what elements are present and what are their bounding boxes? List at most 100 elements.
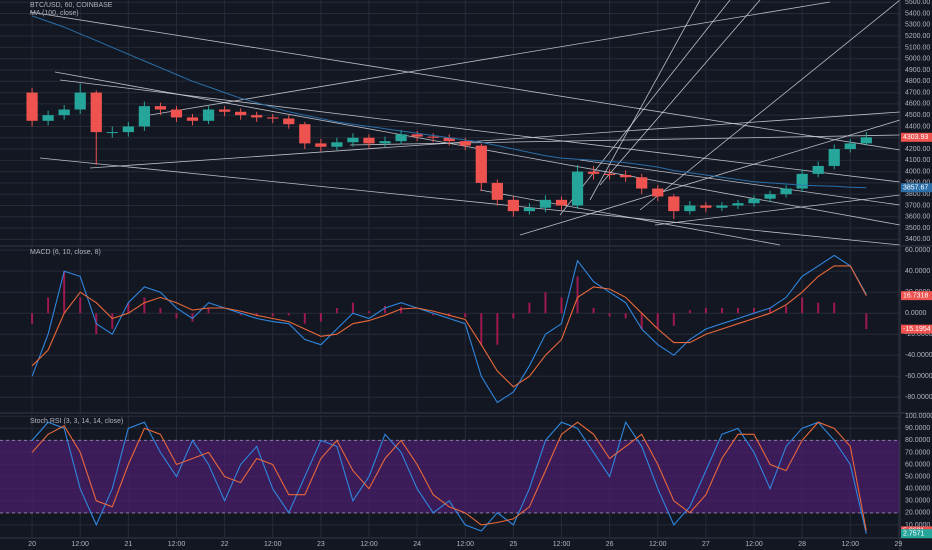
candle-body (106, 132, 118, 134)
histogram-bar (303, 313, 306, 324)
candle-body (571, 171, 584, 206)
trend-line (149, 1, 831, 116)
y-tick-label: -20.0000 (905, 331, 932, 338)
price-marker-label: -15.1954 (903, 326, 931, 333)
y-tick-label: 4500.00 (905, 112, 930, 119)
x-tick-label: 12:00 (360, 541, 378, 548)
x-tick-label: 27 (702, 541, 710, 548)
chart-title: BTC/USD, 60, COINBASE (30, 2, 113, 9)
trend-line (599, 0, 761, 186)
histogram-bar (480, 313, 483, 345)
y-tick-label: 30.0000 (905, 498, 930, 505)
indicator-line (31, 420, 867, 534)
candle-body (796, 173, 808, 189)
trend-line (59, 79, 901, 183)
price-marker (901, 183, 932, 193)
x-tick-label: 12:00 (456, 541, 474, 548)
ma-line (31, 15, 867, 189)
y-tick-label: 60.0000 (905, 247, 930, 254)
x-tick-label: 21 (124, 541, 132, 548)
trend-line (479, 189, 781, 246)
candle-body (267, 117, 279, 119)
candle-body (202, 109, 215, 121)
candle-body (828, 149, 840, 166)
histogram-bar (496, 313, 499, 345)
histogram-bar (528, 302, 531, 314)
y-tick-label: 0.0000 (905, 310, 927, 317)
stoch-title: Stoch RSI (3, 3, 14, 14, close) (30, 418, 123, 425)
histogram-bar (688, 310, 691, 314)
trend-line (579, 159, 901, 206)
y-tick-label: 4100.00 (905, 157, 930, 164)
band-fill (0, 440, 900, 513)
indicator-line (31, 421, 867, 532)
histogram-bar (31, 313, 34, 324)
y-tick-label: 20.0000 (905, 510, 930, 517)
histogram-bar (400, 306, 403, 314)
x-tick-label: 29 (894, 541, 902, 548)
candle-body (42, 115, 54, 121)
candle-body (587, 171, 600, 174)
candle-body (90, 92, 102, 133)
price-marker-label: 4303.93 (903, 134, 928, 141)
candle-body (122, 126, 134, 133)
y-tick-label: 60.0000 (905, 461, 930, 468)
y-tick-label: 4400.00 (905, 123, 930, 130)
y-tick-label: 3700.00 (905, 202, 930, 209)
histogram-bar (335, 307, 338, 314)
candle-body (411, 134, 423, 137)
axes: 20 12:00 21 12:00 22 12:00 23 12:00 24 12:00 25 12:… (28, 0, 932, 548)
bands (0, 439, 900, 514)
histogram-bar (512, 313, 515, 319)
x-tick-label: 12:00 (168, 541, 186, 548)
candle-body (780, 188, 792, 195)
histogram-bar (159, 307, 162, 314)
x-tick-label: 28 (798, 541, 806, 548)
y-tick-label: 5400.00 (905, 10, 930, 17)
candle-body (523, 207, 536, 212)
histogram-bar (143, 297, 146, 314)
candle-body (732, 203, 744, 206)
trend-line (39, 157, 901, 246)
plots (26, 15, 872, 534)
candle-body (138, 106, 150, 127)
y-tick-label: 4000.00 (905, 168, 930, 175)
histogram-bar (63, 271, 66, 314)
histogram-bar (736, 307, 739, 314)
trend-line (589, 0, 701, 201)
candle-body (331, 142, 343, 147)
histogram-bar (47, 297, 50, 314)
x-tick-label: 12:00 (71, 541, 89, 548)
x-tick-label: 12:00 (553, 541, 571, 548)
trend-line (519, 119, 901, 236)
candle-body (58, 109, 70, 116)
histogram-bar (817, 302, 820, 314)
y-tick-label: 5100.00 (905, 44, 930, 51)
candle-body (620, 175, 632, 178)
x-tick-label: 12:00 (842, 541, 860, 548)
histogram-bar (271, 313, 274, 317)
x-tick-label: 20 (28, 541, 36, 548)
y-tick-label: 4700.00 (905, 89, 930, 96)
candle-body (860, 137, 872, 144)
histogram-bar (672, 313, 675, 326)
candle-body (395, 134, 407, 142)
drawings (29, 0, 901, 246)
y-tick-label: -80.0000 (905, 394, 932, 401)
histogram-bar (753, 307, 756, 314)
y-tick-label: 4600.00 (905, 101, 930, 108)
price-marker (901, 132, 932, 142)
candle-body (186, 117, 199, 121)
candle-body (459, 141, 471, 146)
candle-body (363, 137, 375, 144)
histogram-bar (191, 313, 194, 322)
histogram-bar (239, 313, 242, 316)
y-tick-label: 10.0000 (905, 522, 930, 529)
y-tick-label: 3400.00 (905, 236, 930, 243)
trend-line (29, 11, 901, 151)
candle-body (299, 124, 311, 144)
price-marker (901, 324, 932, 334)
y-tick-label: 3800.00 (905, 191, 930, 198)
y-tick-label: 4200.00 (905, 146, 930, 153)
